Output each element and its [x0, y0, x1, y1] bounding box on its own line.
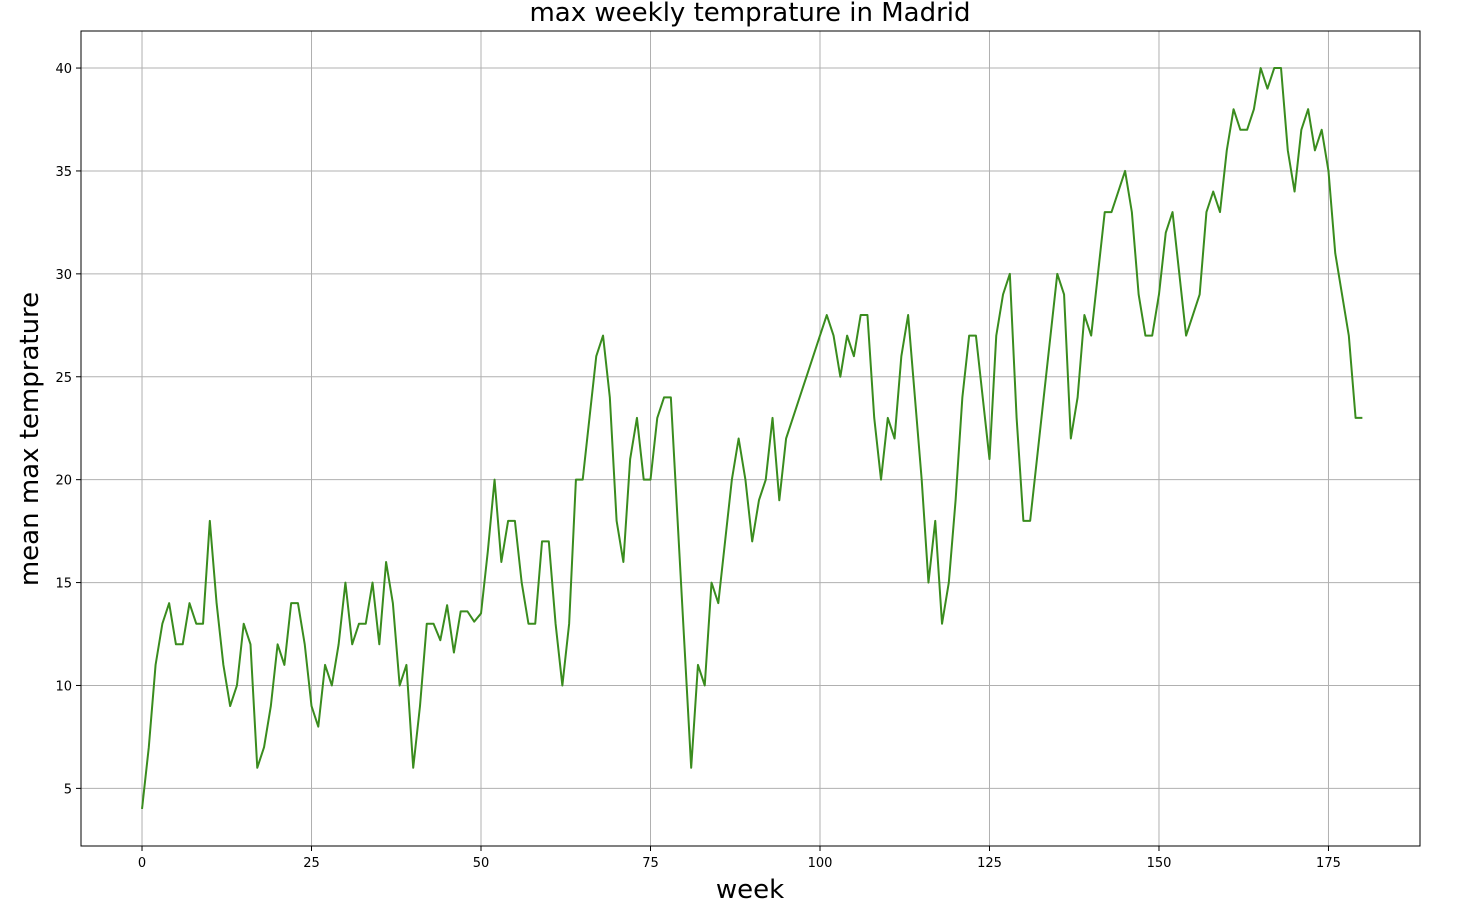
- y-tick-label: 20: [55, 474, 72, 489]
- y-tick-label: 40: [55, 62, 72, 77]
- x-tick-label: 25: [303, 856, 320, 871]
- y-axis: 5 10 15 20 25 30 35 40: [55, 62, 81, 797]
- y-axis-title: mean max temprature: [15, 292, 45, 586]
- x-tick-label: 100: [808, 856, 833, 871]
- series-layer: [141, 67, 1363, 810]
- x-tick-label: 125: [977, 856, 1002, 871]
- x-tick-label: 75: [642, 856, 659, 871]
- x-tick-label: 50: [473, 856, 490, 871]
- grid-lines: [81, 31, 1420, 846]
- x-tick-label: 175: [1316, 856, 1341, 871]
- y-tick-label: 35: [55, 165, 72, 180]
- y-tick-label: 15: [55, 577, 72, 592]
- x-axis-title: week: [716, 875, 784, 905]
- y-tick-label: 5: [64, 782, 72, 797]
- plot-frame: [80, 30, 1421, 847]
- y-tick-label: 30: [55, 268, 72, 283]
- y-tick-label: 25: [55, 371, 72, 386]
- y-tick-label: 10: [55, 679, 72, 694]
- x-axis: 0 25 50 75 100 125 150 175: [138, 846, 1341, 871]
- x-tick-label: 0: [138, 856, 146, 871]
- series-line: [141, 67, 1363, 810]
- chart-title: max weekly temprature in Madrid: [529, 0, 970, 28]
- x-tick-label: 150: [1147, 856, 1172, 871]
